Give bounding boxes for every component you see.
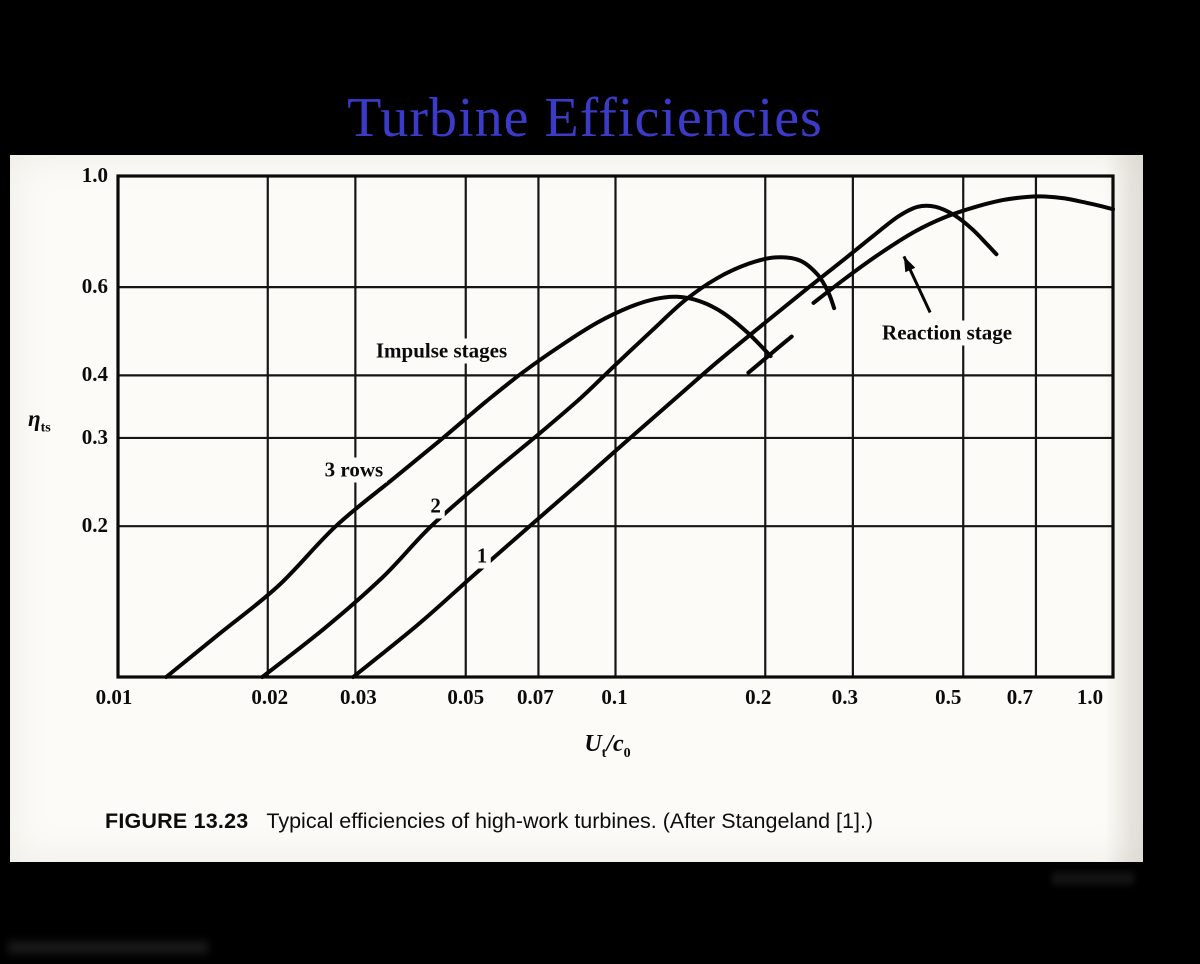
annotation-arrowhead	[903, 256, 916, 273]
series-reaction-stage	[746, 334, 794, 375]
series-impulse-stages-2-rows	[260, 255, 837, 679]
figure-panel: ηts Ut/c0 0.01 0.02 0.03 0.05 0.07 0.1 0.2 0.3 0…	[10, 155, 1143, 862]
figure-caption-text: Typical efficiencies of high-work turbin…	[266, 809, 874, 833]
series-reaction-stage	[811, 194, 1115, 305]
slide-title: Turbine Efficiencies	[347, 87, 823, 149]
series-impulse-stages-1-row	[351, 203, 999, 679]
scan-artifact-below-panel	[1052, 872, 1134, 885]
plot-border	[116, 174, 1115, 679]
figure-caption-label: FIGURE 13.23	[105, 809, 249, 833]
series-impulse-stages-3-rows	[164, 294, 773, 679]
scan-artifact-bottom-left	[8, 941, 208, 954]
efficiency-chart	[116, 174, 1115, 679]
figure-caption: FIGURE 13.23 Typical efficiencies of high…	[105, 809, 1105, 834]
